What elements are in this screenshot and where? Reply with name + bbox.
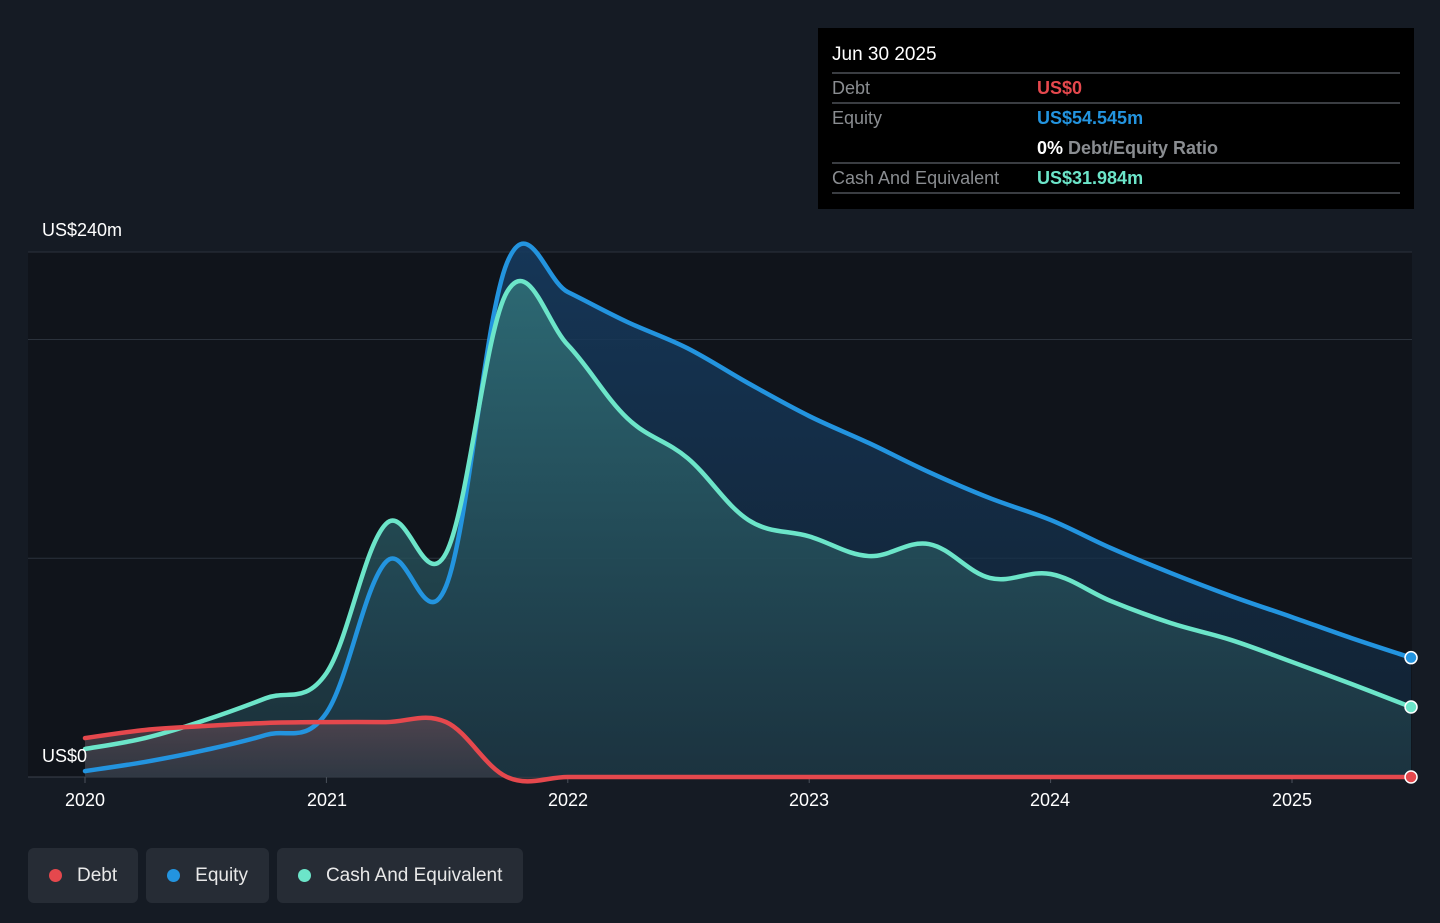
tooltip-ratio-value: 0% <box>1037 138 1064 158</box>
x-tick-label: 2021 <box>306 790 348 810</box>
equity-line <box>82 241 1414 774</box>
legend-label: Cash And Equivalent <box>325 864 503 886</box>
x-tick-label: 2024 <box>1029 790 1071 810</box>
tooltip-debt-label: Debt <box>832 78 871 98</box>
cash-and-equivalent-line <box>82 278 1414 752</box>
debt-dot-icon <box>49 869 62 882</box>
tooltip-equity-value: US$54.545m <box>1037 108 1144 128</box>
legend: Debt Equity Cash And Equivalent <box>28 848 524 903</box>
debt-line <box>82 715 1414 784</box>
debt-end-marker <box>1404 770 1418 784</box>
tooltip-row-equity: Equity US$54.545m <box>832 104 1400 134</box>
cash-and-equivalent-area <box>85 280 1412 777</box>
cash-dot-icon <box>297 869 311 882</box>
tooltip-row-debt: Debt US$0 <box>832 74 1400 104</box>
tooltip-equity-label: Equity <box>832 108 883 128</box>
cash-and-equivalent-end-marker <box>1404 700 1418 714</box>
legend-label: Debt <box>77 864 118 886</box>
equity-end-marker <box>1404 650 1418 665</box>
tooltip: Jun 30 2025 Debt US$0 Equity US$54.545m … <box>818 28 1414 209</box>
tooltip-cash-value: US$31.984m <box>1037 168 1144 188</box>
x-tick-label: 2020 <box>64 790 106 810</box>
equity-dot-icon <box>167 869 181 882</box>
tooltip-ratio-label: Debt/Equity Ratio <box>1068 138 1219 158</box>
tooltip-spacer <box>832 134 1037 162</box>
legend-item-cash[interactable]: Cash And Equivalent <box>276 848 524 903</box>
legend-item-debt[interactable]: Debt <box>28 848 139 903</box>
tooltip-row-cash: Cash And Equivalent US$31.984m <box>832 164 1400 194</box>
debt-area <box>85 717 1412 782</box>
tooltip-cash-label: Cash And Equivalent <box>832 168 1000 188</box>
tooltip-debt-value: US$0 <box>1037 78 1083 98</box>
tooltip-date: Jun 30 2025 <box>832 42 1400 74</box>
legend-label: Equity <box>195 864 248 886</box>
tooltip-row-ratio: 0% Debt/Equity Ratio <box>832 134 1400 164</box>
y-tick-label-max: US$240m <box>42 220 123 240</box>
x-tick-label: 2023 <box>788 790 830 810</box>
x-tick-label: 2022 <box>547 790 589 810</box>
x-tick-label: 2025 <box>1271 790 1313 810</box>
legend-item-equity[interactable]: Equity <box>146 848 269 903</box>
y-tick-label-zero: US$0 <box>42 746 88 766</box>
